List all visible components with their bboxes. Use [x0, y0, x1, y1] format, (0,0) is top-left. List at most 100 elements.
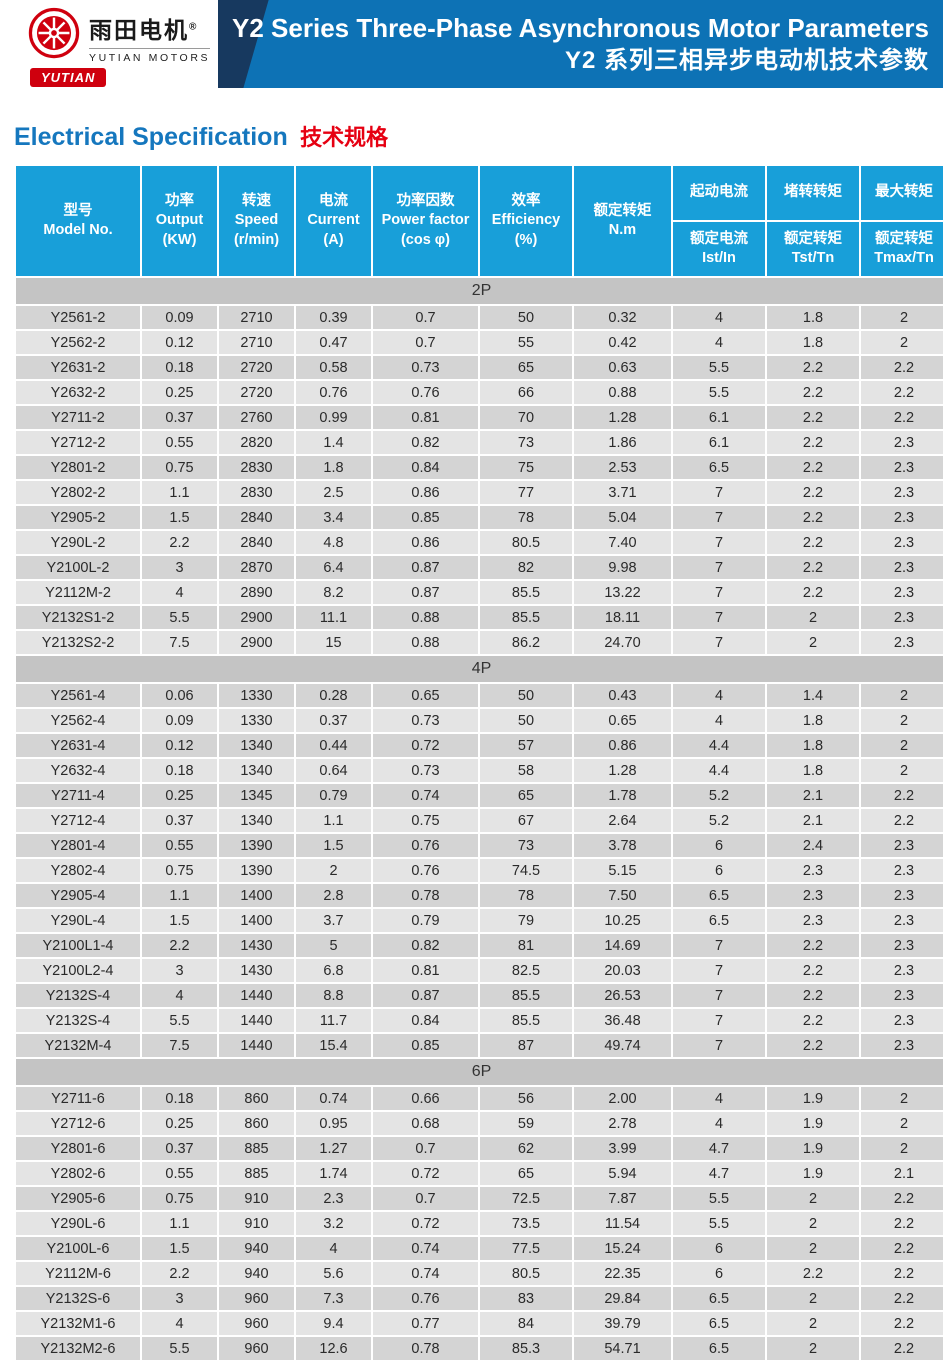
value-cell: 0.84 — [373, 456, 478, 479]
value-cell: 2.00 — [574, 1087, 671, 1110]
value-cell: 2 — [767, 1287, 859, 1310]
value-cell: 11.1 — [296, 606, 371, 629]
value-cell: 2.2 — [861, 809, 943, 832]
value-cell: 36.48 — [574, 1009, 671, 1032]
section-heading-cn: 技术规格 — [300, 125, 389, 150]
yutian-badge: YUTIAN — [30, 68, 107, 87]
value-cell: 1.27 — [296, 1137, 371, 1160]
value-cell: 2.4 — [767, 834, 859, 857]
value-cell: 2.3 — [861, 834, 943, 857]
value-cell: 2890 — [219, 581, 294, 604]
value-cell: 7 — [673, 959, 765, 982]
value-cell: 65 — [480, 1162, 572, 1185]
value-cell: 0.44 — [296, 734, 371, 757]
value-cell: 6.5 — [673, 909, 765, 932]
model-cell: Y2711-2 — [16, 406, 140, 429]
value-cell: 83 — [480, 1287, 572, 1310]
yutian-logo-icon — [28, 7, 80, 59]
value-cell: 8.2 — [296, 581, 371, 604]
model-cell: Y2132S-4 — [16, 984, 140, 1007]
value-cell: 0.47 — [296, 331, 371, 354]
value-cell: 2.3 — [861, 631, 943, 654]
value-cell: 2.3 — [861, 909, 943, 932]
value-cell: 2720 — [219, 356, 294, 379]
value-cell: 0.88 — [574, 381, 671, 404]
table-row: Y2905-6 0.75 910 2.3 0.7 72.5 7.87 5.5 2 2.2 — [16, 1187, 943, 1210]
value-cell: 0.7 — [373, 306, 478, 329]
value-cell: 73 — [480, 431, 572, 454]
value-cell: 1.1 — [142, 481, 217, 504]
value-cell: 50 — [480, 684, 572, 707]
value-cell: 2.2 — [861, 1337, 943, 1360]
value-cell: 2.2 — [861, 356, 943, 379]
value-cell: 82 — [480, 556, 572, 579]
value-cell: 4.4 — [673, 734, 765, 757]
value-cell: 3.71 — [574, 481, 671, 504]
value-cell: 22.35 — [574, 1262, 671, 1285]
value-cell: 0.18 — [142, 356, 217, 379]
value-cell: 0.76 — [296, 381, 371, 404]
value-cell: 0.28 — [296, 684, 371, 707]
value-cell: 4 — [142, 984, 217, 1007]
value-cell: 0.76 — [373, 859, 478, 882]
value-cell: 5.5 — [142, 1009, 217, 1032]
value-cell: 910 — [219, 1187, 294, 1210]
model-cell: Y2802-4 — [16, 859, 140, 882]
table-row: Y2632-2 0.25 2720 0.76 0.76 66 0.88 5.5 2.2 2.2 — [16, 381, 943, 404]
value-cell: 73 — [480, 834, 572, 857]
table-row: Y2132S-4 4 1440 8.8 0.87 85.5 26.53 7 2.2 2.3 — [16, 984, 943, 1007]
table-header-row-2: 额定电流 Ist/In 额定转矩 Tst/Tn 额定转矩 Tmax/Tn — [16, 222, 943, 276]
model-cell: Y290L-2 — [16, 531, 140, 554]
value-cell: 2.8 — [296, 884, 371, 907]
value-cell: 0.7 — [373, 1187, 478, 1210]
value-cell: 5.94 — [574, 1162, 671, 1185]
value-cell: 5.5 — [673, 356, 765, 379]
model-cell: Y2905-6 — [16, 1187, 140, 1210]
value-cell: 2820 — [219, 431, 294, 454]
model-cell: Y2132S2-2 — [16, 631, 140, 654]
value-cell: 4 — [673, 1112, 765, 1135]
value-cell: 6.1 — [673, 406, 765, 429]
model-cell: Y2100L-6 — [16, 1237, 140, 1260]
value-cell: 1440 — [219, 1034, 294, 1057]
value-cell: 6 — [673, 859, 765, 882]
value-cell: 75 — [480, 456, 572, 479]
model-cell: Y2132M2-6 — [16, 1337, 140, 1360]
col-header-locked-torque-top: 堵转转矩 — [767, 166, 859, 220]
value-cell: 58 — [480, 759, 572, 782]
value-cell: 7.5 — [142, 1034, 217, 1057]
value-cell: 4.7 — [673, 1137, 765, 1160]
value-cell: 940 — [219, 1262, 294, 1285]
value-cell: 3 — [142, 1287, 217, 1310]
value-cell: 3 — [142, 556, 217, 579]
value-cell: 0.55 — [142, 431, 217, 454]
value-cell: 2.2 — [767, 406, 859, 429]
value-cell: 0.85 — [373, 1034, 478, 1057]
col-header-rated-torque: 额定转矩 N.m — [574, 166, 671, 276]
pole-section-label: 2P — [16, 278, 943, 304]
pole-section-label: 4P — [16, 656, 943, 682]
model-cell: Y2802-2 — [16, 481, 140, 504]
model-cell: Y2132M-4 — [16, 1034, 140, 1057]
value-cell: 0.64 — [296, 759, 371, 782]
table-row: Y290L-4 1.5 1400 3.7 0.79 79 10.25 6.5 2.3 2.3 — [16, 909, 943, 932]
value-cell: 2 — [767, 1312, 859, 1335]
value-cell: 2.2 — [861, 784, 943, 807]
table-row: Y2100L1-4 2.2 1430 5 0.82 81 14.69 7 2.2 2.3 — [16, 934, 943, 957]
value-cell: 2 — [767, 606, 859, 629]
model-cell: Y2132S1-2 — [16, 606, 140, 629]
model-cell: Y2100L2-4 — [16, 959, 140, 982]
value-cell: 2 — [861, 759, 943, 782]
value-cell: 4 — [673, 331, 765, 354]
value-cell: 0.82 — [373, 934, 478, 957]
value-cell: 1440 — [219, 1009, 294, 1032]
value-cell: 1.5 — [142, 1237, 217, 1260]
value-cell: 2.2 — [861, 1237, 943, 1260]
value-cell: 2.3 — [861, 1009, 943, 1032]
table-row: Y2905-4 1.1 1400 2.8 0.78 78 7.50 6.5 2.3 2.3 — [16, 884, 943, 907]
pole-section-row: 4P — [16, 656, 943, 682]
value-cell: 2760 — [219, 406, 294, 429]
value-cell: 2 — [767, 1212, 859, 1235]
model-cell: Y2562-4 — [16, 709, 140, 732]
value-cell: 2 — [767, 1187, 859, 1210]
